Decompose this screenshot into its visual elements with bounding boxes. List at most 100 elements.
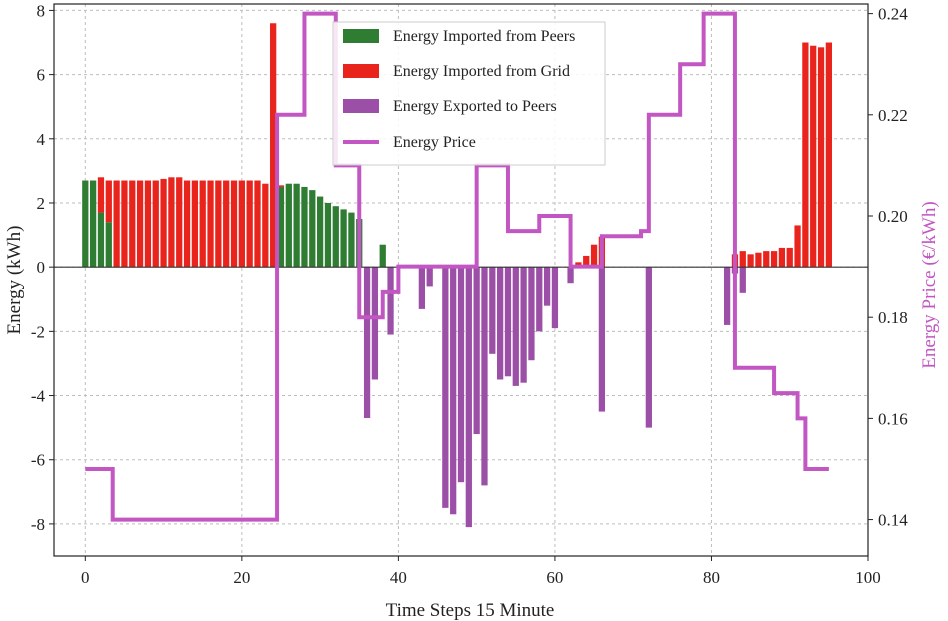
bar-imported-grid: [238, 180, 245, 268]
bar-imported-peers: [348, 212, 355, 268]
bar-exported-peers: [473, 267, 480, 435]
bar-exported-peers: [723, 267, 731, 325]
bar-imported-grid: [121, 180, 128, 268]
y2-tick-label: 0.18: [878, 308, 908, 327]
y-tick-label: 2: [37, 194, 46, 213]
x-tick-label: 100: [855, 568, 881, 587]
bar-imported-grid: [590, 244, 598, 268]
bar-imported-peers: [285, 183, 292, 268]
bar-imported-grid: [778, 247, 786, 268]
bar-exported-peers: [418, 267, 425, 309]
bar-imported-peers: [82, 180, 89, 268]
y2-tick-label: 0.24: [878, 5, 908, 24]
bar-imported-grid: [825, 42, 832, 268]
y-tick-label: 0: [37, 258, 46, 277]
bar-exported-peers: [450, 267, 457, 515]
y2-tick-label: 0.20: [878, 207, 908, 226]
x-axis-label: Time Steps 15 Minute: [386, 600, 555, 621]
legend: Energy Imported from Peers Energy Import…: [332, 21, 606, 166]
bar-exported-peers: [497, 267, 504, 380]
bar-series: [82, 23, 832, 528]
bar-imported-grid: [176, 177, 183, 268]
bar-imported-grid: [810, 45, 817, 268]
y2-axis-label: Energy Price (€/kWh): [919, 201, 940, 368]
bar-imported-grid: [168, 177, 175, 268]
bar-imported-peers: [324, 202, 332, 268]
bar-imported-grid: [136, 180, 144, 268]
x-tick-label: 0: [81, 568, 90, 587]
bar-imported-grid: [755, 252, 762, 268]
bar-imported-grid: [794, 225, 801, 268]
y-axis-label: Energy (kWh): [4, 226, 25, 335]
bar-imported-peers: [379, 244, 386, 268]
bar-imported-grid: [739, 251, 746, 268]
bar-exported-peers: [543, 267, 551, 306]
y-tick-label: 6: [37, 66, 46, 85]
bar-exported-peers: [481, 267, 488, 486]
legend-label-grid: Energy Imported from Grid: [393, 63, 570, 80]
legend-swatch-grid: [343, 64, 379, 78]
bar-imported-grid: [129, 180, 136, 268]
bar-imported-peers: [340, 209, 347, 268]
bar-exported-peers: [528, 267, 535, 361]
y-tick-label: -8: [31, 515, 45, 534]
bar-exported-peers: [551, 267, 559, 329]
y-tick-label: -6: [31, 451, 45, 470]
bar-imported-grid: [583, 255, 590, 268]
x-tick-label: 60: [546, 568, 563, 587]
bar-exported-peers: [598, 267, 606, 412]
y-tick-label: 4: [37, 130, 46, 149]
bar-imported-grid: [97, 177, 105, 213]
legend-swatch-peers: [343, 29, 379, 43]
bar-imported-peers: [309, 190, 316, 268]
bar-imported-peers: [90, 180, 97, 268]
bar-imported-grid: [747, 254, 754, 268]
bar-imported-peers: [277, 186, 285, 268]
plot-frame: [53, 3, 869, 557]
bar-imported-peers: [316, 196, 324, 268]
bar-exported-peers: [739, 267, 746, 293]
x-tick-label: 80: [703, 568, 720, 587]
bar-exported-peers: [426, 267, 433, 287]
bar-imported-grid: [817, 47, 825, 268]
bar-imported-grid: [223, 180, 230, 268]
bar-exported-peers: [520, 267, 527, 383]
y2-tick-label: 0.14: [878, 511, 908, 530]
bar-exported-peers: [387, 267, 394, 335]
bar-exported-peers: [645, 267, 652, 428]
bar-exported-peers: [536, 267, 543, 332]
bar-imported-grid: [246, 180, 253, 268]
legend-swatch-export: [343, 99, 379, 113]
bar-imported-grid: [763, 251, 770, 268]
bar-imported-grid: [270, 23, 277, 268]
bar-imported-grid: [207, 180, 214, 268]
y-tick-label: 8: [37, 1, 46, 20]
bar-imported-peers: [105, 222, 112, 268]
bar-exported-peers: [512, 267, 519, 386]
bar-imported-grid: [230, 180, 238, 268]
bar-exported-peers: [363, 267, 371, 418]
y2-tick-label: 0.22: [878, 106, 908, 125]
bar-imported-grid: [262, 183, 269, 268]
bar-imported-grid: [770, 251, 778, 268]
x-tick-label: 40: [390, 568, 407, 587]
bar-imported-grid: [277, 185, 285, 187]
bar-imported-grid: [183, 180, 191, 268]
bar-exported-peers: [371, 267, 379, 380]
bar-exported-peers: [489, 267, 496, 354]
legend-label-export: Energy Exported to Peers: [393, 98, 557, 115]
bar-imported-grid: [191, 180, 199, 268]
bar-exported-peers: [465, 267, 472, 528]
y2-tick-label: 0.16: [878, 409, 908, 428]
bar-imported-grid: [254, 180, 261, 268]
legend-label-peers: Energy Imported from Peers: [393, 28, 575, 45]
bar-imported-grid: [105, 180, 112, 223]
bar-imported-peers: [97, 212, 105, 268]
x-tick-label: 20: [233, 568, 250, 587]
bar-imported-grid: [152, 180, 159, 268]
bar-exported-peers: [567, 267, 574, 284]
bar-imported-peers: [332, 206, 339, 268]
legend-label-price: Energy Price: [393, 134, 476, 151]
bar-exported-peers: [504, 267, 512, 377]
